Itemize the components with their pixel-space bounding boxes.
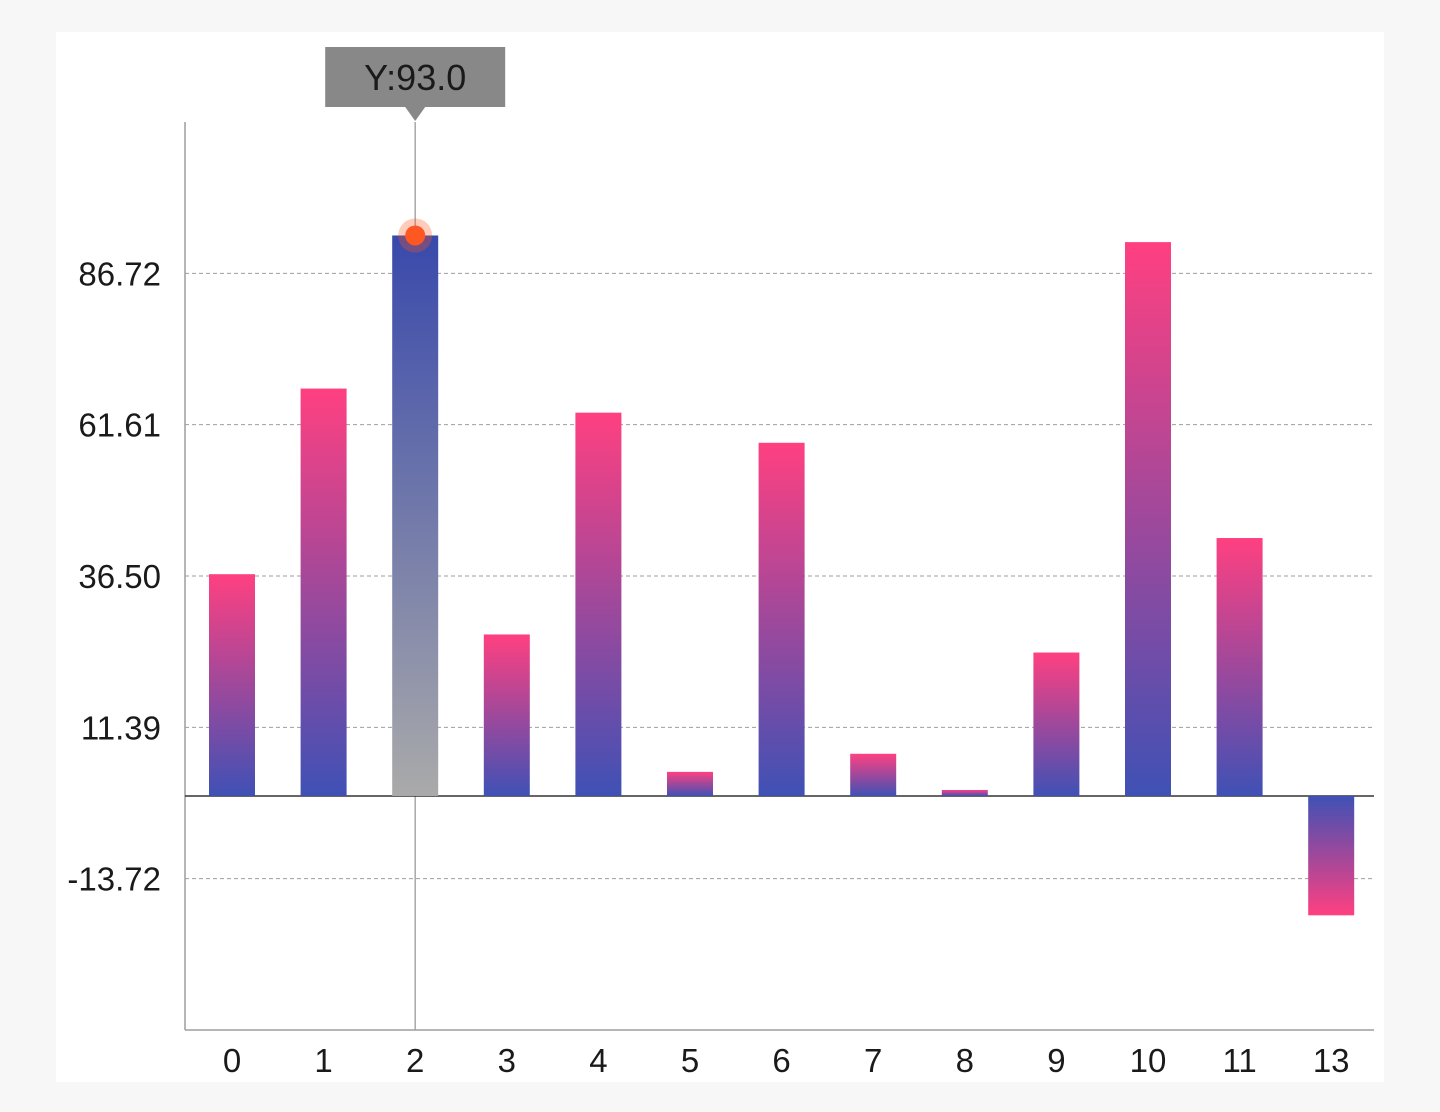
bar[interactable]	[941, 789, 988, 796]
y-tick-label: -13.72	[67, 861, 161, 898]
bar[interactable]	[758, 442, 805, 796]
x-tick-label: 11	[1222, 1042, 1256, 1079]
y-tick-label: 86.72	[78, 255, 161, 292]
y-tick-label: 11.39	[81, 709, 161, 746]
bar[interactable]	[300, 388, 347, 796]
bar[interactable]	[850, 753, 897, 796]
x-tick-label: 7	[864, 1042, 882, 1079]
bar[interactable]	[1125, 242, 1171, 796]
y-tick-label: 61.61	[78, 407, 161, 444]
x-tick-label: 1	[314, 1042, 332, 1079]
bar[interactable]	[575, 412, 622, 796]
chart-card: 86.72 61.61 36.50 11.39 -13.72 0 1 2 3 4 5 6 7 8 9 10 1…	[56, 32, 1384, 1082]
y-axis-ticks: 86.72 61.61 36.50 11.39 -13.72	[67, 255, 161, 897]
x-tick-label: 2	[406, 1042, 424, 1079]
tooltip-arrow	[405, 107, 426, 121]
bar[interactable]	[392, 235, 439, 796]
bar[interactable]	[209, 574, 255, 796]
x-tick-label: 8	[956, 1042, 974, 1079]
y-tick-label: 36.50	[78, 558, 161, 595]
bar[interactable]	[1216, 538, 1263, 796]
x-tick-label: 9	[1047, 1042, 1065, 1079]
highlight: Y:93.0	[325, 47, 506, 253]
bar[interactable]	[1033, 652, 1080, 796]
x-tick-label: 0	[223, 1042, 241, 1079]
bar[interactable]	[1308, 795, 1355, 916]
bar[interactable]	[483, 634, 530, 796]
x-tick-label: 13	[1313, 1042, 1350, 1079]
bar-chart: 86.72 61.61 36.50 11.39 -13.72 0 1 2 3 4 5 6 7 8 9 10 1…	[67, 47, 1374, 1079]
x-tick-label: 3	[498, 1042, 516, 1079]
x-tick-label: 5	[681, 1042, 699, 1079]
bar[interactable]	[667, 771, 713, 796]
x-axis-ticks: 0 1 2 3 4 5 6 7 8 9 10 11 13	[223, 1042, 1350, 1079]
tooltip-box	[325, 47, 506, 107]
x-tick-label: 4	[589, 1042, 607, 1079]
bars	[209, 235, 1355, 916]
tooltip-label: Y:93.0	[364, 57, 466, 98]
x-tick-label: 10	[1130, 1042, 1167, 1079]
highlight-marker[interactable]	[405, 225, 426, 246]
x-tick-label: 6	[772, 1042, 790, 1079]
